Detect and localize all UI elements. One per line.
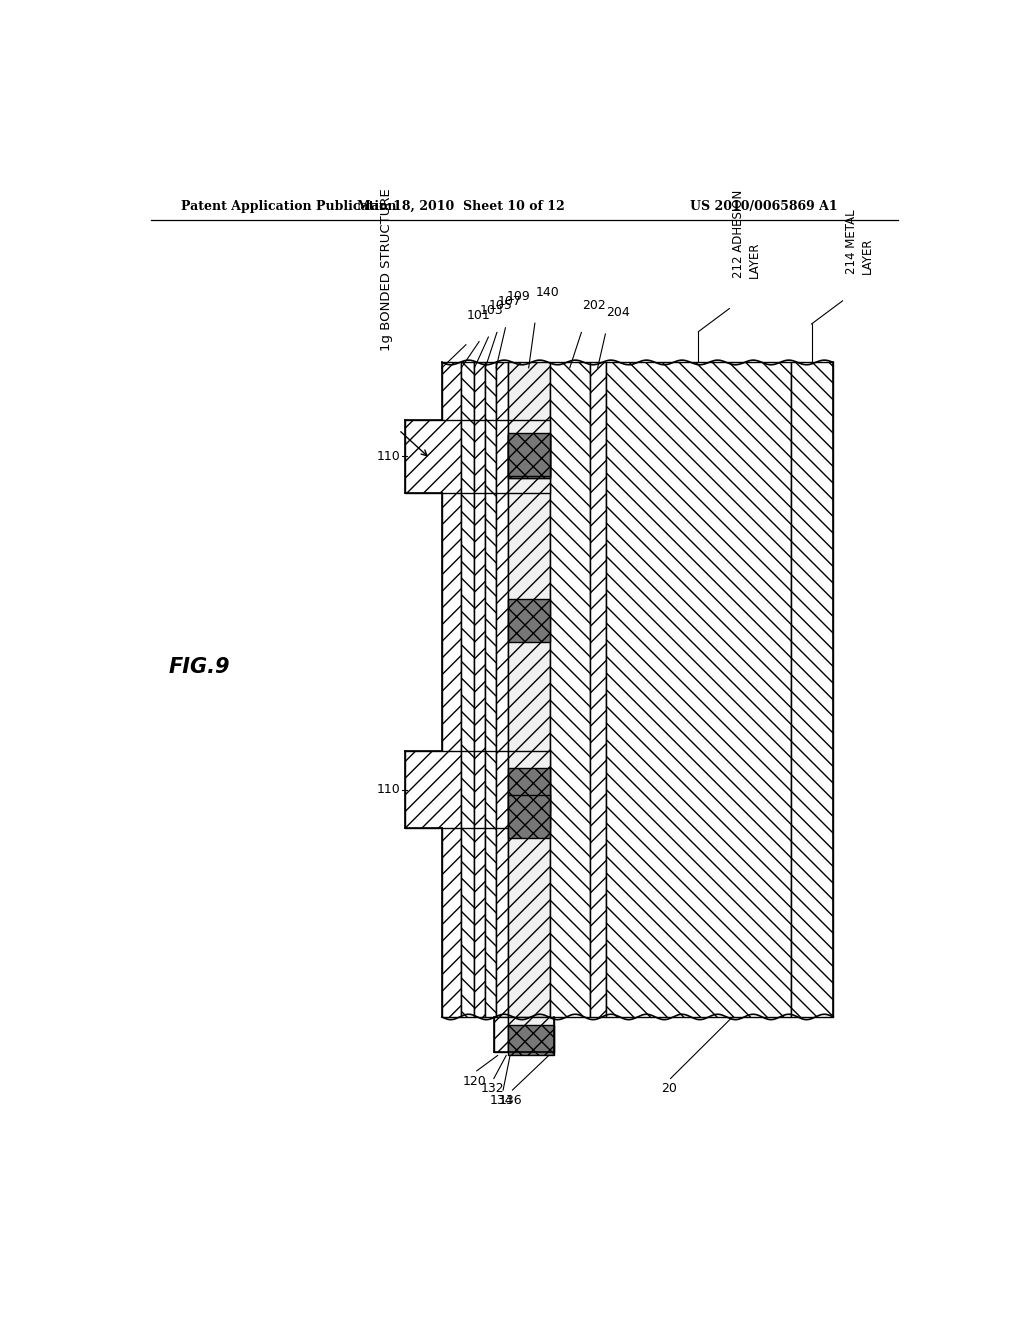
- Bar: [461, 751, 474, 829]
- Bar: [508, 1016, 554, 1052]
- Bar: [508, 599, 550, 642]
- Bar: [508, 768, 550, 812]
- Bar: [442, 363, 461, 1016]
- Bar: [606, 363, 791, 1016]
- Text: 134: 134: [489, 1094, 513, 1107]
- Bar: [508, 433, 550, 477]
- Text: 101: 101: [467, 309, 490, 322]
- Text: 202: 202: [583, 300, 606, 313]
- Bar: [496, 751, 508, 829]
- Bar: [791, 363, 834, 1016]
- Text: US 2010/0065869 A1: US 2010/0065869 A1: [690, 199, 838, 213]
- Bar: [508, 795, 550, 838]
- Bar: [485, 420, 496, 494]
- Text: 107: 107: [498, 294, 521, 308]
- Text: 1g BONDED STRUCTURE: 1g BONDED STRUCTURE: [380, 189, 392, 351]
- Text: 20: 20: [662, 1082, 677, 1096]
- Text: 136: 136: [499, 1094, 522, 1107]
- Bar: [406, 751, 461, 829]
- Text: 204: 204: [606, 305, 630, 318]
- Bar: [406, 420, 461, 494]
- Text: 110: 110: [377, 783, 400, 796]
- Bar: [474, 751, 485, 829]
- Bar: [461, 420, 474, 494]
- Bar: [485, 363, 496, 1016]
- Text: 212 ADHESION
LAYER: 212 ADHESION LAYER: [732, 190, 761, 277]
- Bar: [496, 420, 508, 494]
- Bar: [508, 1024, 554, 1056]
- Text: 214 METAL
LAYER: 214 METAL LAYER: [845, 210, 873, 275]
- Bar: [508, 751, 550, 829]
- Text: 110: 110: [377, 450, 400, 463]
- Bar: [550, 363, 590, 1016]
- Bar: [508, 363, 550, 1016]
- Text: FIG.9: FIG.9: [168, 656, 229, 677]
- Bar: [508, 434, 550, 478]
- Bar: [485, 751, 496, 829]
- Text: Patent Application Publication: Patent Application Publication: [180, 199, 396, 213]
- Bar: [496, 363, 508, 1016]
- Bar: [590, 363, 606, 1016]
- Bar: [461, 363, 474, 1016]
- Text: 140: 140: [536, 285, 559, 298]
- Text: Mar. 18, 2010  Sheet 10 of 12: Mar. 18, 2010 Sheet 10 of 12: [357, 199, 565, 213]
- Text: 103: 103: [480, 304, 504, 317]
- Bar: [494, 1016, 508, 1052]
- Text: 132: 132: [480, 1082, 504, 1096]
- Bar: [474, 420, 485, 494]
- Text: 105: 105: [489, 300, 513, 313]
- Text: 109: 109: [506, 290, 530, 304]
- Bar: [474, 363, 485, 1016]
- Text: 120: 120: [463, 1074, 486, 1088]
- Bar: [508, 420, 550, 494]
- Bar: [508, 434, 550, 478]
